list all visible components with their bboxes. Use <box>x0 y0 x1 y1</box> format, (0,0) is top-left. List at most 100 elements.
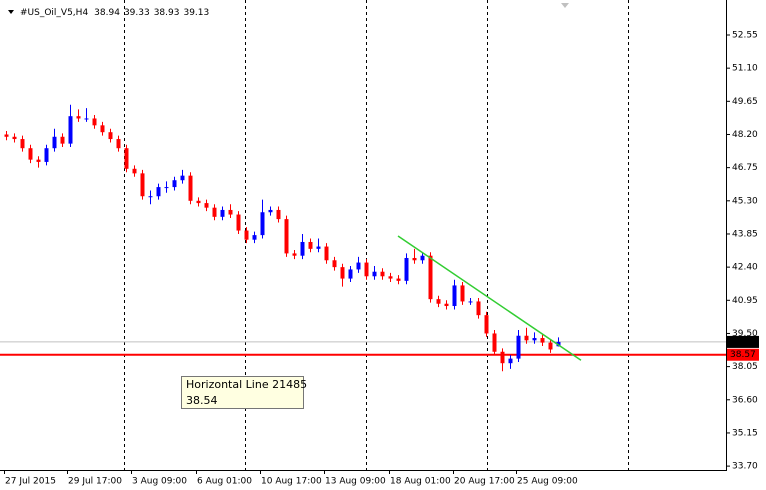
y-tick-label: 40.95 <box>732 296 758 306</box>
y-tick-label: 45.30 <box>732 196 758 206</box>
candle-body <box>468 301 473 303</box>
candle-body <box>140 173 145 197</box>
candle-body <box>540 338 545 343</box>
x-tick-label: 29 Jul 17:00 <box>68 477 122 487</box>
candle-body <box>412 257 417 261</box>
candle-body <box>324 246 329 261</box>
y-tick-label: 39.50 <box>732 329 758 339</box>
x-tick-label: 27 Jul 2015 <box>5 477 56 487</box>
candle-body <box>12 136 17 140</box>
y-tick-label: 33.70 <box>732 462 758 472</box>
y-tick-label: 52.55 <box>732 30 758 40</box>
candle-body <box>508 358 513 364</box>
candle-body <box>428 255 433 300</box>
candle-body <box>276 209 281 220</box>
candle-body <box>404 257 409 281</box>
candle-body <box>524 335 529 341</box>
price-box <box>727 348 759 361</box>
candle-body <box>236 214 241 231</box>
candle-body <box>228 209 233 215</box>
candle-body <box>460 285 465 302</box>
candle-body <box>380 271 385 277</box>
candle-body <box>220 209 225 217</box>
candle-body <box>252 235 257 240</box>
y-tick-label: 42.40 <box>732 263 758 273</box>
menu-arrow[interactable] <box>8 10 14 14</box>
candle-body <box>436 299 441 304</box>
symbol: #US_Oil_V5,H4 <box>20 8 88 18</box>
tooltip-label: Horizontal Line 21485 <box>186 378 307 391</box>
candle-body <box>132 168 137 174</box>
candle-body <box>516 335 521 359</box>
candle-body <box>28 148 33 160</box>
header-price: 38.93 <box>154 8 180 18</box>
candle-body <box>196 200 201 204</box>
candle-body <box>116 139 121 149</box>
x-tick-label: 6 Aug 01:00 <box>197 477 252 487</box>
candle-body <box>172 180 177 188</box>
y-tick-label: 43.85 <box>732 229 758 239</box>
y-tick-label: 35.15 <box>732 428 758 438</box>
candle-body <box>372 271 377 277</box>
candle-body <box>492 333 497 352</box>
y-tick-label: 51.10 <box>732 64 758 74</box>
candle-body <box>212 207 217 217</box>
candle-body <box>60 136 65 144</box>
candle-body <box>204 203 209 208</box>
candle-body <box>356 262 361 270</box>
header-price: 39.13 <box>183 8 209 18</box>
y-tick-label: 36.60 <box>732 395 758 405</box>
candle-body <box>396 278 401 281</box>
candle-body <box>268 209 273 213</box>
price-box <box>727 335 759 348</box>
candle-body <box>476 301 481 316</box>
candle-body <box>164 187 169 189</box>
candle-body <box>452 285 457 307</box>
tooltip-box <box>181 376 304 409</box>
tooltip: Horizontal Line 21485 38.54 <box>181 376 307 409</box>
candle-body <box>420 255 425 261</box>
y-tick-label: 46.75 <box>732 163 758 173</box>
candle-body <box>180 175 185 181</box>
candle-body <box>156 187 161 197</box>
x-tick-label: 25 Aug 09:00 <box>517 477 578 487</box>
candle-body <box>300 241 305 256</box>
candle-body <box>92 118 97 126</box>
candle-body <box>188 175 193 201</box>
header-price: 38.94 <box>94 8 120 18</box>
candle-body <box>364 262 369 277</box>
shift-marker[interactable] <box>561 3 569 8</box>
candle-body <box>68 116 73 144</box>
candle-body <box>548 342 553 350</box>
candle-body <box>4 134 9 137</box>
candle-body <box>292 253 297 256</box>
x-tick-label: 3 Aug 09:00 <box>132 477 187 487</box>
price-box-label: 38.57 <box>730 350 756 360</box>
candle-body <box>332 260 337 268</box>
candle-body <box>124 148 129 169</box>
x-tick-label: 10 Aug 17:00 <box>261 477 322 487</box>
candle-body <box>260 212 265 236</box>
candle-body <box>284 219 289 254</box>
candle-body <box>340 267 345 279</box>
header-price: 39.33 <box>124 8 150 18</box>
y-tick-label: 48.20 <box>732 130 758 140</box>
candle-body <box>484 315 489 334</box>
candle-body <box>500 351 505 364</box>
tooltip-value: 38.54 <box>186 394 218 407</box>
y-tick-label: 38.05 <box>732 362 758 372</box>
candle-body <box>148 196 153 198</box>
candle-body <box>76 116 81 119</box>
candle-body <box>532 338 537 341</box>
candle-body <box>108 132 113 140</box>
trendline <box>397 235 582 361</box>
candle-body <box>348 269 353 279</box>
candle-body <box>20 139 25 149</box>
x-tick-label: 13 Aug 09:00 <box>325 477 386 487</box>
candle-body <box>44 148 49 162</box>
x-tick-label: 20 Aug 17:00 <box>454 477 515 487</box>
y-tick-label: 49.65 <box>732 97 758 107</box>
